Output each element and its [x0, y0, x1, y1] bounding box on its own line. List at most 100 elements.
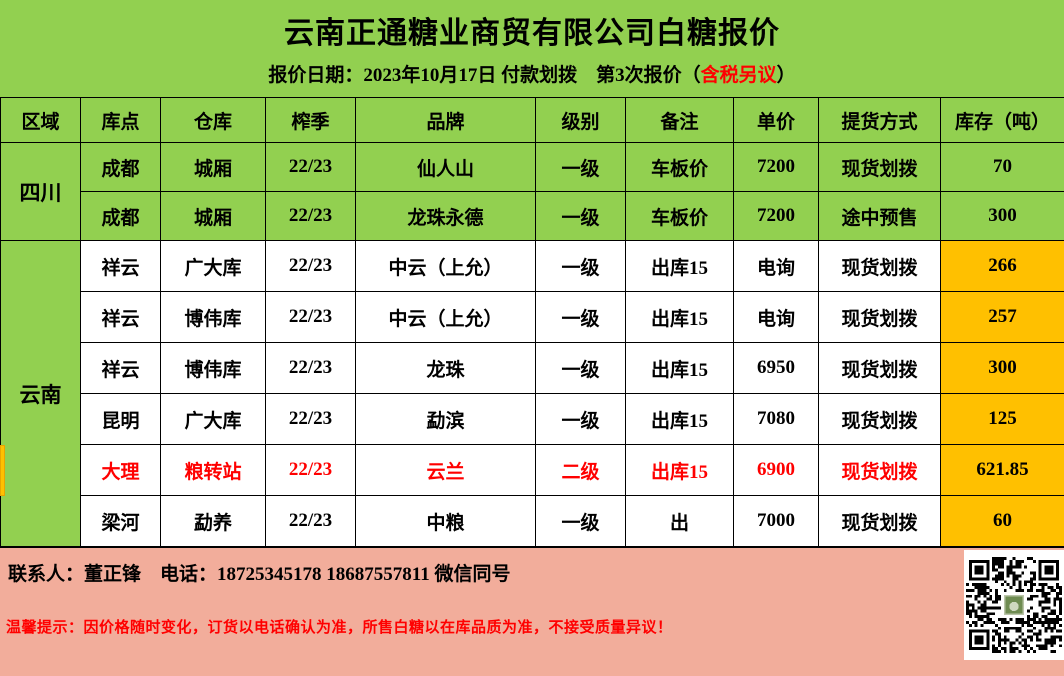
column-header-2: 仓库	[160, 97, 266, 143]
cell-note[interactable]: 出库15	[625, 291, 734, 343]
cell-price[interactable]: 7000	[733, 495, 819, 547]
table-row[interactable]: 成都 城厢 22/23 龙珠永德 一级 车板价 7200 途中预售 300	[1, 191, 1064, 241]
cell-stock[interactable]: 266	[940, 240, 1064, 292]
region-cell[interactable]: 四川	[0, 142, 81, 241]
cell-season[interactable]: 22/23	[265, 393, 356, 445]
cell-delivery[interactable]: 途中预售	[818, 191, 941, 241]
cell-grade[interactable]: 一级	[535, 342, 626, 394]
cell-warehouse[interactable]: 勐养	[160, 495, 266, 547]
cell-delivery[interactable]: 现货划拨	[818, 142, 941, 192]
sheet-footer: 联系人：董正锋 电话：18725345178 18687557811 微信同号 …	[0, 547, 1064, 676]
cell-season[interactable]: 22/23	[265, 142, 356, 192]
cell-grade[interactable]: 一级	[535, 191, 626, 241]
cell-stock[interactable]: 257	[940, 291, 1064, 343]
cell-season[interactable]: 22/23	[265, 240, 356, 292]
cell-site[interactable]: 祥云	[80, 291, 161, 343]
cell-warehouse[interactable]: 广大库	[160, 240, 266, 292]
warning-notice: 温馨提示：因价格随时变化，订货以电话确认为准，所售白糖以在库品质为准，不接受质量…	[6, 618, 673, 636]
cell-season[interactable]: 22/23	[265, 342, 356, 394]
cell-season[interactable]: 22/23	[265, 444, 356, 496]
cell-price[interactable]: 7080	[733, 393, 819, 445]
cell-note[interactable]: 出库15	[625, 240, 734, 292]
subtitle-main-text: 报价日期：2023年10月17日 付款划拨 第3次报价（	[268, 65, 701, 86]
cell-site[interactable]: 祥云	[80, 240, 161, 292]
cell-delivery[interactable]: 现货划拨	[818, 444, 941, 496]
cell-season[interactable]: 22/23	[265, 495, 356, 547]
cell-stock[interactable]: 300	[940, 342, 1064, 394]
cell-brand[interactable]: 中云（上允）	[355, 240, 536, 292]
table-row[interactable]: 四川 成都 城厢 22/23 仙人山 一级 车板价 7200 现货划拨 70	[0, 142, 1064, 241]
column-header-3: 榨季	[265, 97, 356, 143]
cell-stock[interactable]: 300	[940, 191, 1064, 241]
cell-site[interactable]: 大理	[80, 444, 161, 496]
cell-brand[interactable]: 中粮	[355, 495, 536, 547]
cell-note[interactable]: 出	[625, 495, 734, 547]
cell-delivery[interactable]: 现货划拨	[818, 291, 941, 343]
cell-site[interactable]: 梁河	[80, 495, 161, 547]
cell-price[interactable]: 电询	[733, 291, 819, 343]
table-row[interactable]: 祥云 博伟库 22/23 中云（上允） 一级 出库15 电询 现货划拨 257	[1, 291, 1064, 343]
row-selection-marker	[0, 444, 5, 496]
page-title: 云南正通糖业商贸有限公司白糖报价	[284, 17, 780, 50]
cell-site[interactable]: 成都	[80, 142, 161, 192]
wechat-qr-code-icon	[966, 557, 1062, 653]
table-row[interactable]: 云南 祥云 广大库 22/23 中云（上允） 一级 出库15 电询 现货划拨 266	[0, 240, 1064, 547]
cell-delivery[interactable]: 现货划拨	[818, 342, 941, 394]
cell-warehouse[interactable]: 城厢	[160, 191, 266, 241]
cell-warehouse[interactable]: 博伟库	[160, 342, 266, 394]
cell-delivery[interactable]: 现货划拨	[818, 240, 941, 292]
column-header-8: 提货方式	[818, 97, 941, 143]
cell-brand[interactable]: 龙珠永德	[355, 191, 536, 241]
column-header-7: 单价	[733, 97, 819, 143]
cell-site[interactable]: 祥云	[80, 342, 161, 394]
cell-price[interactable]: 电询	[733, 240, 819, 292]
cell-delivery[interactable]: 现货划拨	[818, 393, 941, 445]
cell-site[interactable]: 成都	[80, 191, 161, 241]
cell-warehouse[interactable]: 博伟库	[160, 291, 266, 343]
cell-price[interactable]: 7200	[733, 191, 819, 241]
table-row[interactable]: 祥云 博伟库 22/23 龙珠 一级 出库15 6950 现货划拨 300	[1, 342, 1064, 394]
cell-grade[interactable]: 一级	[535, 291, 626, 343]
cell-price[interactable]: 6900	[733, 444, 819, 496]
cell-note[interactable]: 出库15	[625, 393, 734, 445]
cell-warehouse[interactable]: 粮转站	[160, 444, 266, 496]
column-header-1: 库点	[80, 97, 161, 143]
cell-stock[interactable]: 125	[940, 393, 1064, 445]
price-table: 区域 库点 仓库 榨季 品牌 级别 备注 单价 提货方式 库存（吨） 四川 成都 城厢 22/23 仙人山…	[0, 97, 1064, 547]
cell-stock[interactable]: 60	[940, 495, 1064, 547]
table-header-row: 区域 库点 仓库 榨季 品牌 级别 备注 单价 提货方式 库存（吨）	[0, 97, 1064, 143]
cell-brand[interactable]: 勐滨	[355, 393, 536, 445]
cell-note[interactable]: 车板价	[625, 191, 734, 241]
cell-brand[interactable]: 龙珠	[355, 342, 536, 394]
cell-stock[interactable]: 70	[940, 142, 1064, 192]
cell-grade[interactable]: 一级	[535, 495, 626, 547]
cell-warehouse[interactable]: 广大库	[160, 393, 266, 445]
cell-price[interactable]: 7200	[733, 142, 819, 192]
cell-grade[interactable]: 一级	[535, 142, 626, 192]
cell-note[interactable]: 车板价	[625, 142, 734, 192]
table-row[interactable]: 昆明 广大库 22/23 勐滨 一级 出库15 7080 现货划拨 125	[1, 393, 1064, 445]
cell-delivery[interactable]: 现货划拨	[818, 495, 941, 547]
cell-price[interactable]: 6950	[733, 342, 819, 394]
qr-code-container	[964, 550, 1064, 660]
cell-stock[interactable]: 621.85	[940, 444, 1064, 496]
cell-grade[interactable]: 一级	[535, 240, 626, 292]
cell-note[interactable]: 出库15	[625, 444, 734, 496]
cell-brand[interactable]: 仙人山	[355, 142, 536, 192]
cell-grade[interactable]: 一级	[535, 393, 626, 445]
cell-season[interactable]: 22/23	[265, 291, 356, 343]
cell-season[interactable]: 22/23	[265, 191, 356, 241]
cell-grade[interactable]: 二级	[535, 444, 626, 496]
cell-brand[interactable]: 云兰	[355, 444, 536, 496]
cell-note[interactable]: 出库15	[625, 342, 734, 394]
subtitle-tail-text: ）	[776, 65, 796, 86]
column-header-4: 品牌	[355, 97, 536, 143]
region-cell[interactable]: 云南	[0, 240, 81, 547]
cell-warehouse[interactable]: 城厢	[160, 142, 266, 192]
column-header-6: 备注	[625, 97, 734, 143]
cell-site[interactable]: 昆明	[80, 393, 161, 445]
table-row[interactable]: 大理 粮转站 22/23 云兰 二级 出库15 6900 现货划拨 621.85	[1, 444, 1064, 496]
table-row[interactable]: 梁河 勐养 22/23 中粮 一级出 7000 现货划拨 60	[1, 495, 1064, 547]
cell-brand[interactable]: 中云（上允）	[355, 291, 536, 343]
